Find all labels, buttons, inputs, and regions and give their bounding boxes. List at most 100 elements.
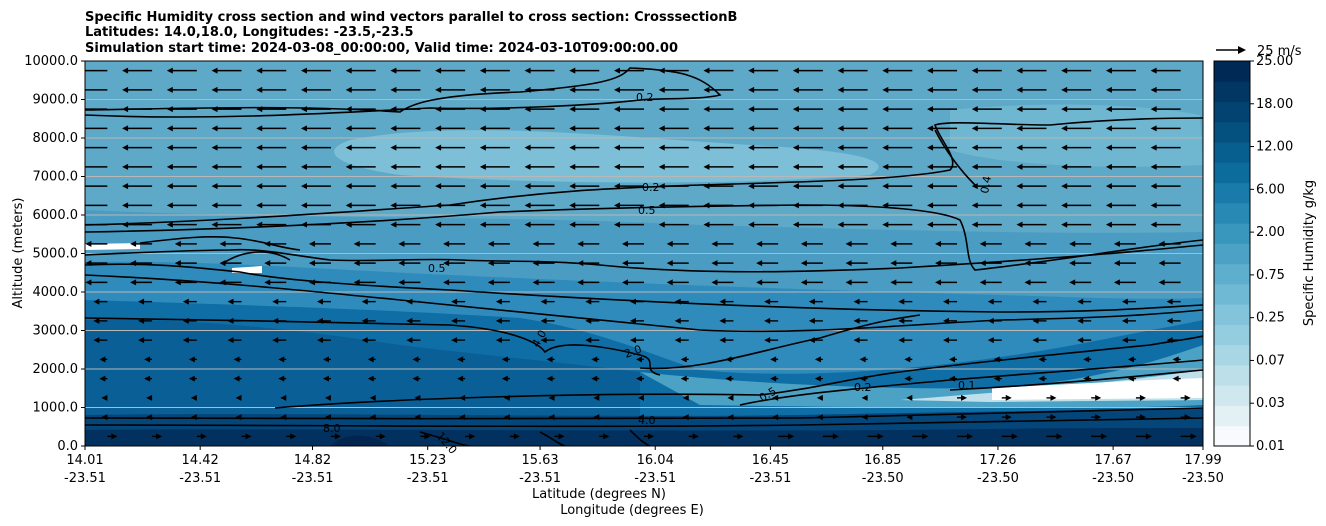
wind-arrow	[390, 125, 421, 132]
colorbar-tick-label: 12.00	[1256, 140, 1293, 155]
wind-arrow	[166, 202, 197, 209]
wind-arrow	[361, 317, 376, 324]
y-tick-label: 2000.0	[33, 362, 79, 377]
wind-arrow	[792, 202, 823, 209]
wind-arrow	[1083, 375, 1092, 382]
wind-arrow	[375, 433, 386, 440]
contour-low-level-1	[85, 244, 1203, 273]
wind-arrow	[174, 260, 197, 267]
wind-arrow	[398, 240, 421, 247]
wind-arrow	[524, 183, 555, 190]
wind-arrow	[406, 298, 421, 305]
wind-arrow	[792, 86, 823, 93]
wind-arrow	[733, 433, 744, 440]
wind-arrow	[122, 202, 153, 209]
wind-arrow	[1158, 279, 1181, 286]
wind-arrow	[971, 221, 1002, 228]
wind-arrow	[703, 67, 734, 74]
wind-arrow	[503, 414, 510, 421]
wind-arrow	[361, 337, 376, 344]
wind-arrow	[853, 337, 868, 344]
wind-arrow	[435, 183, 466, 190]
wind-arrow	[772, 414, 779, 421]
wind-arrow	[316, 337, 331, 344]
wind-arrow	[1061, 106, 1092, 113]
wind-arrow	[837, 202, 868, 209]
wind-arrow	[256, 202, 287, 209]
wind-arrow	[435, 86, 466, 93]
wind-arrow	[1061, 125, 1092, 132]
wind-arrow	[390, 67, 421, 74]
wind-arrow	[487, 279, 510, 286]
wind-arrow	[808, 298, 823, 305]
wind-arrow	[182, 317, 197, 324]
colorbar-band	[1214, 202, 1250, 224]
wind-arrow	[906, 394, 913, 401]
wind-arrow	[280, 414, 287, 421]
wind-arrow	[1001, 394, 1012, 401]
wind-arrow	[1091, 394, 1102, 401]
wind-arrow	[837, 106, 868, 113]
wind-arrow	[390, 86, 421, 93]
wind-arrow	[577, 260, 600, 267]
wind-arrow	[353, 279, 376, 286]
wind-arrow	[630, 298, 644, 305]
wind-arrow	[479, 202, 510, 209]
wind-arrow	[1105, 144, 1136, 151]
wind-arrow	[680, 356, 689, 363]
colorbar-band	[1214, 324, 1250, 346]
wind-arrow	[703, 183, 734, 190]
colorbar-band	[1214, 425, 1250, 447]
wind-arrow	[927, 163, 958, 170]
wind-arrow	[719, 337, 734, 344]
wind-arrow	[211, 144, 242, 151]
wind-arrow	[1150, 125, 1181, 132]
wind-arrow	[658, 106, 689, 113]
wind-arrow	[711, 279, 734, 286]
wind-arrow	[166, 125, 197, 132]
wind-arrow	[420, 433, 431, 440]
wind-arrow	[658, 144, 689, 151]
colorbar-band	[1214, 344, 1250, 366]
wind-arrow	[235, 414, 242, 421]
wind-arrow	[927, 86, 958, 93]
wind-arrow	[1032, 337, 1047, 344]
contour-boundary-3	[949, 369, 1203, 391]
wind-arrow	[278, 375, 287, 382]
wind-arrow	[658, 183, 689, 190]
wind-arrow	[837, 163, 868, 170]
y-tick-label: 3000.0	[33, 324, 79, 339]
wind-arrow	[882, 144, 913, 151]
wind-arrow	[122, 183, 153, 190]
wind-arrow	[1105, 202, 1136, 209]
wind-arrow	[593, 394, 600, 401]
wind-arrow	[532, 260, 555, 267]
wind-arrow	[898, 317, 913, 324]
colorbar-band	[1214, 243, 1250, 265]
wind-arrow	[85, 204, 108, 207]
wind-arrow	[479, 67, 510, 74]
colorbar-band	[1214, 142, 1250, 163]
wind-arrow	[1091, 433, 1108, 440]
wind-arrow	[93, 317, 108, 324]
x-tick-label-lat: 14.42	[182, 453, 219, 468]
wind-arrow	[979, 260, 1002, 267]
x-tick-label-lon: -23.50	[1092, 471, 1134, 486]
wind-arrow	[748, 202, 779, 209]
wind-arrow	[99, 356, 108, 363]
wind-arrow	[443, 240, 466, 247]
wind-arrow	[122, 86, 153, 93]
wind-arrow	[524, 144, 555, 151]
wind-arrow	[882, 67, 913, 74]
wind-arrow	[487, 260, 510, 267]
wind-arrow	[435, 221, 466, 228]
wind-arrow	[890, 260, 913, 267]
wind-arrow	[412, 356, 421, 363]
wind-arrow	[459, 394, 466, 401]
wind-arrow	[1069, 240, 1092, 247]
wind-arrow	[85, 185, 108, 187]
wind-arrow	[719, 317, 734, 324]
wind-arrow	[330, 433, 341, 440]
wind-arrow	[882, 86, 913, 93]
wind-arrow	[1113, 240, 1136, 247]
